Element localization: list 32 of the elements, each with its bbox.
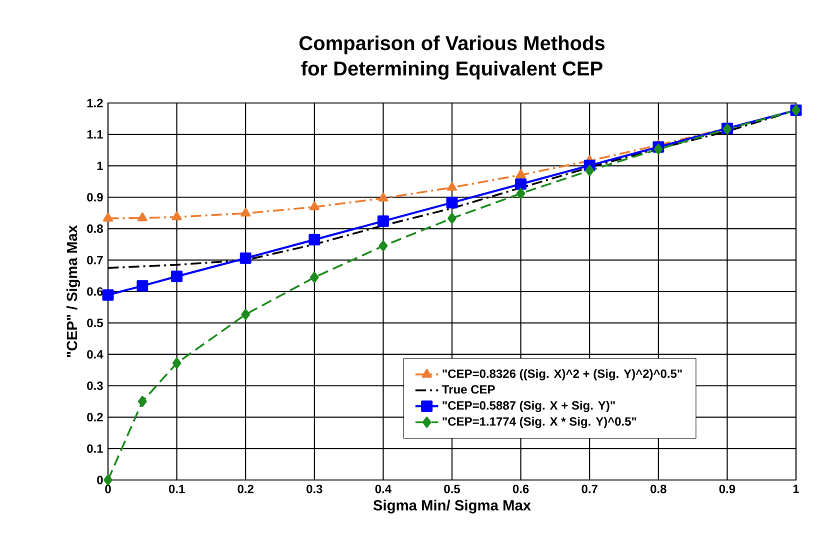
y-tick-label: 0.5 [87, 318, 103, 328]
chart-subtitle: for Determining Equivalent CEP [301, 60, 602, 80]
chart-title: Comparison of Various Methods [299, 36, 605, 54]
x-tick-label: 0.5 [444, 484, 460, 494]
y-tick-label: 1 [97, 162, 103, 170]
x-tick-label: 0.1 [168, 484, 185, 494]
x-tick-label: 0.3 [306, 484, 322, 494]
legend-label: True CEP [442, 385, 495, 394]
y-tick-label: 0.4 [87, 350, 104, 359]
y-tick-label: 0.9 [87, 192, 103, 202]
legend-label: "CEP=0.8326 ((Sig. X)^2 + (Sig. Y)^2)^0.5" [442, 369, 682, 380]
y-tick-label: 0 [97, 476, 103, 484]
y-tick-label: 1.1 [87, 130, 103, 139]
y-tick-label: 1.2 [87, 98, 103, 108]
x-tick-label: 0 [105, 484, 111, 494]
y-tick-label: 0.8 [87, 224, 103, 233]
x-tick-label: 0.4 [375, 484, 392, 494]
x-tick-label: 0.9 [719, 484, 736, 494]
y-tick-label: 0.3 [87, 381, 103, 390]
x-tick-label: 0.6 [512, 484, 529, 494]
y-tick-label: 0.2 [87, 412, 103, 422]
x-tick-label: 0.8 [650, 484, 666, 494]
y-axis-title: "CEP" / Sigma Max [66, 225, 80, 357]
x-tick-label: 0.2 [238, 484, 254, 494]
y-tick-label: 0.6 [87, 287, 103, 296]
x-tick-label: 1 [793, 484, 800, 493]
y-tick-label: 0.7 [87, 256, 103, 264]
x-tick-label: 0.7 [582, 484, 598, 494]
legend-label: "CEP=0.5887 (Sig. X + Sig. Y)" [442, 400, 615, 412]
legend-label: "CEP=1.1774 (Sig. X * Sig. Y)^0.5" [442, 416, 636, 428]
x-axis-title: Sigma Min/ Sigma Max [373, 500, 531, 514]
y-tick-label: 0.1 [87, 444, 103, 453]
